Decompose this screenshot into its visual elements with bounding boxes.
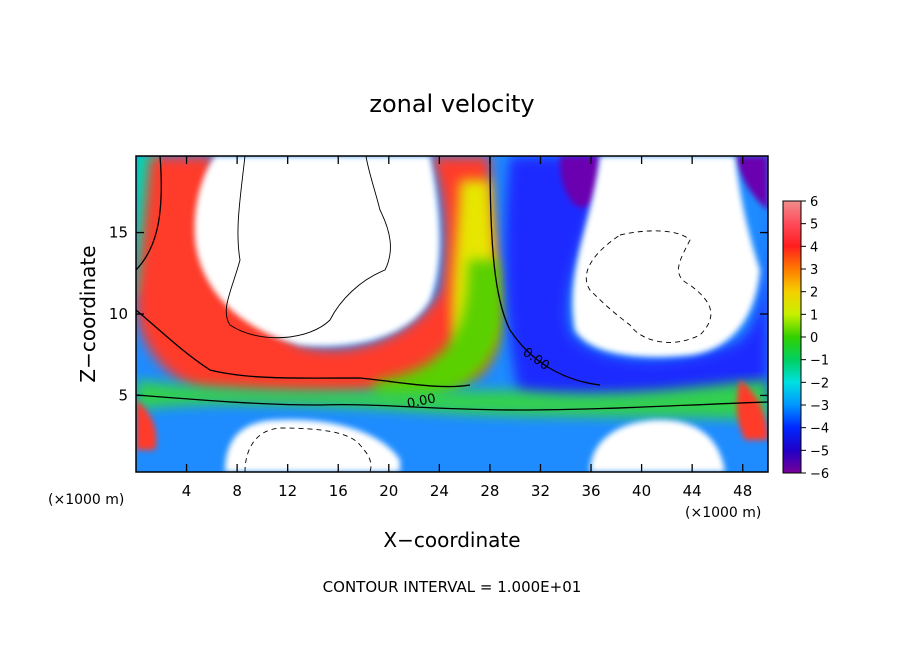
chart-title: zonal velocity: [369, 90, 534, 118]
contour-line-lower-band: [136, 394, 768, 411]
colorbar-tick-label: −4: [810, 422, 829, 437]
y-axis: 5 10 15: [109, 224, 768, 404]
contour-interval-note: CONTOUR INTERVAL = 1.000E+01: [323, 578, 582, 596]
x-tick-label: 36: [581, 482, 600, 500]
colorbar-tick-label: −2: [810, 376, 829, 391]
y-tick-label: 15: [109, 224, 128, 242]
x-tick-label: 48: [733, 482, 752, 500]
field-region-green-core: [372, 260, 505, 402]
x-tick-label: 8: [232, 482, 242, 500]
contour-line-dashed-lower-left: [244, 427, 372, 472]
colorbar-tick-label: −3: [810, 399, 829, 414]
field-region-bottom-right-red: [736, 380, 768, 440]
contour-line-low-level-left: [136, 309, 471, 388]
colorbar-tick-label: 2: [810, 286, 818, 301]
contour-label: 0.00: [406, 391, 437, 412]
x-tick-label: 44: [683, 482, 702, 500]
x-tick-label: 16: [329, 482, 348, 500]
colorbar-tick-label: 3: [810, 263, 818, 278]
x-axis: 4 8 12 16 20 24 28 32 36 40 44 48: [182, 156, 752, 500]
colorbar-tick-label: −5: [810, 444, 829, 459]
x-tick-label: 20: [379, 482, 398, 500]
field-region-purple-top: [560, 156, 600, 208]
colorbar: 6 5 4 3 2 1 0 −1 −2 −3 −4 −5 −6: [782, 195, 829, 482]
y-tick-label: 10: [109, 305, 128, 323]
y-tick-label: 5: [118, 386, 128, 404]
contour-line-upper-left: [136, 156, 162, 271]
colorbar-tick-label: 1: [810, 308, 818, 323]
heatmap-field: [136, 156, 768, 472]
x-axis-label: X−coordinate: [383, 528, 520, 552]
field-region-white-lower-right: [590, 420, 725, 472]
y-axis-label: Z−coordinate: [76, 245, 100, 382]
colorbar-tick-label: −1: [810, 354, 829, 369]
field-region-positive-arc: [136, 156, 501, 395]
colorbar-tick-label: 4: [810, 240, 818, 255]
contour-line-vertical: [489, 156, 601, 386]
colorbar-tick-label: 0: [810, 331, 818, 346]
x-tick-label: 28: [480, 482, 499, 500]
x-unit-note-left: (×1000 m): [48, 492, 124, 508]
colorbar-tick-label: −6: [810, 467, 829, 482]
colorbar-tick-label: 5: [810, 218, 818, 233]
x-tick-label: 4: [182, 482, 192, 500]
field-region-purple-right: [735, 156, 768, 210]
x-tick-label: 32: [531, 482, 550, 500]
x-tick-label: 24: [430, 482, 449, 500]
colorbar-tick-label: 6: [810, 195, 818, 210]
contour-line-thin-loop: [225, 156, 391, 339]
x-tick-label: 40: [632, 482, 651, 500]
field-region-middle-band: [136, 380, 768, 420]
field-region-white-upper-right: [572, 156, 760, 357]
field-region-negative-plume: [504, 156, 768, 400]
contour-line-dashed-upper-right: [585, 230, 712, 343]
field-region-white-lower-left: [225, 419, 400, 472]
colorbar-gradient: [782, 200, 802, 474]
x-unit-note-right: (×1000 m): [685, 505, 761, 521]
x-tick-label: 12: [278, 482, 297, 500]
field-region-bottom-left-red: [136, 400, 157, 450]
